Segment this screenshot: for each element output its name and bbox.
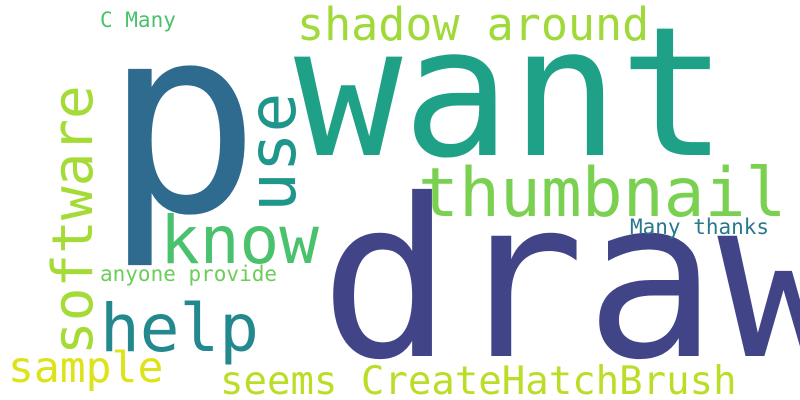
- word-c-many: C Many: [100, 8, 176, 32]
- word-use: use: [234, 92, 311, 212]
- word-know: know: [160, 202, 319, 279]
- word-seems-createhatchbrush: seems CreateHatchBrush: [220, 359, 737, 400]
- word-anyone-provide: anyone provide: [100, 262, 278, 286]
- word-many-thanks: Many thanks: [630, 215, 770, 239]
- word-want: want: [294, 0, 728, 198]
- word-p: p: [104, 0, 261, 273]
- word-thumbnail: thumbnail: [418, 154, 787, 233]
- word-draw: draw: [320, 152, 800, 400]
- word-shadow-around: shadow around: [297, 0, 650, 51]
- word-sample: sample: [8, 343, 164, 393]
- word-help: help: [100, 290, 259, 367]
- word-software: software: [41, 85, 106, 355]
